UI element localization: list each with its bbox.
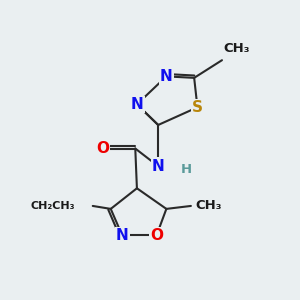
Text: O: O — [96, 141, 109, 156]
Text: CH₃: CH₃ — [224, 42, 250, 55]
Text: O: O — [150, 228, 163, 243]
Text: N: N — [130, 97, 143, 112]
Text: CH₃: CH₃ — [196, 200, 222, 212]
Text: H: H — [181, 163, 192, 176]
Text: CH₂CH₃: CH₂CH₃ — [30, 201, 75, 211]
Text: N: N — [116, 228, 129, 243]
Text: N: N — [160, 69, 173, 84]
Text: N: N — [152, 159, 165, 174]
Text: S: S — [192, 100, 203, 115]
